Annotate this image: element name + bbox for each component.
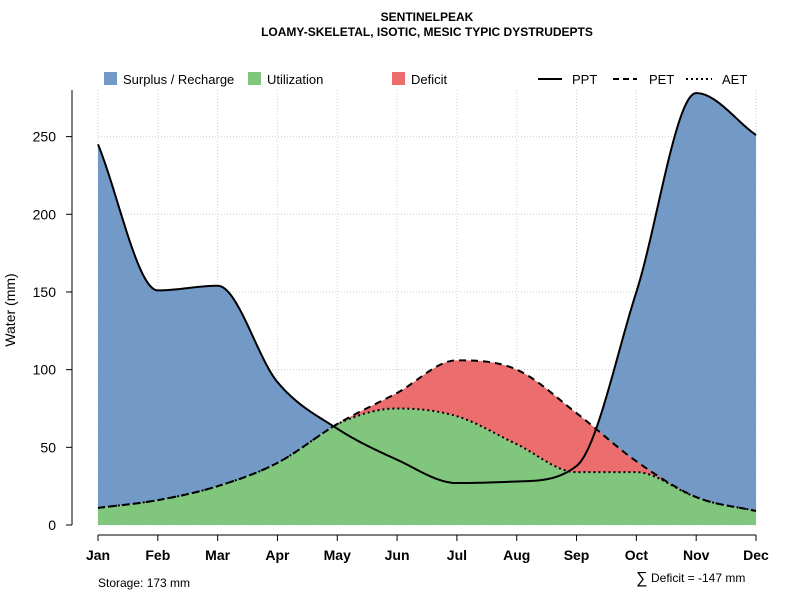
y-tick-label-50: 50 [40,439,56,455]
x-tick-label-mar: Mar [205,547,230,563]
legend-swatch-utilization [248,72,261,85]
x-tick-label-oct: Oct [625,547,649,563]
y-axis-label: Water (mm) [2,273,18,346]
storage-annotation: Storage: 173 mm [98,576,190,590]
x-tick-label-sep: Sep [564,547,590,563]
legend-label-utilization: Utilization [267,72,323,87]
legend-label-pet: PET [649,72,674,87]
x-tick-label-may: May [324,547,351,563]
legend-label-aet: AET [722,72,747,87]
x-tick-label-jun: Jun [385,547,410,563]
legend-label-deficit: Deficit [411,72,448,87]
y-tick-label-250: 250 [33,129,57,145]
chart-subtitle: LOAMY-SKELETAL, ISOTIC, MESIC TYPIC DYST… [261,25,593,39]
x-tick-label-jul: Jul [447,547,467,563]
x-tick-label-aug: Aug [503,547,530,563]
deficit-sum-symbol: ∑ [636,570,647,587]
y-tick-label-200: 200 [33,206,57,222]
legend-swatch-deficit [392,72,405,85]
axes: 0 50 100 150 200 250 Jan Feb Mar Apr May Jun Jul Aug S… [33,90,769,563]
x-tick-label-apr: Apr [265,547,290,563]
series-line-ppt [97,92,757,485]
legend-label-surplus: Surplus / Recharge [123,72,234,87]
series-lines [97,92,757,512]
area-fills [98,93,756,525]
legend-label-ppt: PPT [572,72,597,87]
chart-title: SENTINELPEAK [381,10,474,24]
surplus-recharge-area [98,93,756,512]
deficit-annotation: Deficit = -147 mm [651,571,745,585]
deficit-area [98,360,756,512]
x-tick-label-jan: Jan [86,547,110,563]
y-tick-label-100: 100 [33,362,57,378]
series-line-aet [97,407,757,512]
x-tick-label-dec: Dec [743,547,769,563]
y-tick-label-0: 0 [48,517,56,533]
y-tick-label-150: 150 [33,284,57,300]
legend: Surplus / Recharge Utilization Deficit P… [104,72,747,87]
x-tick-label-nov: Nov [683,547,710,563]
x-tick-label-feb: Feb [145,547,170,563]
legend-swatch-surplus [104,72,117,85]
utilization-area [98,408,756,525]
